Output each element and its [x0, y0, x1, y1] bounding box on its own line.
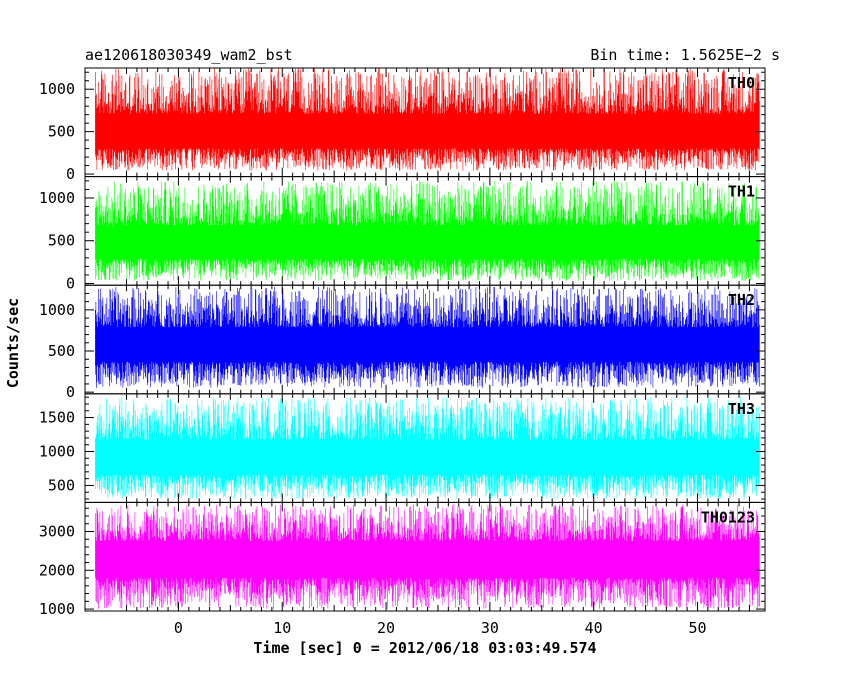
x-tick-label: 0	[174, 619, 183, 637]
series-th0-line	[95, 68, 760, 171]
x-tick-label: 50	[688, 619, 706, 637]
y-tick-label: 500	[48, 123, 75, 141]
y-tick-label: 3000	[39, 522, 75, 540]
y-axis-label: Counts/sec	[4, 298, 22, 388]
y-tick-label: 1000	[39, 301, 75, 319]
y-tick-label: 500	[48, 476, 75, 494]
chart-title: ae120618030349_wam2_bst	[85, 46, 293, 64]
panel-th0: 0 500 1000 TH0	[39, 67, 766, 183]
y-tick-label: 1000	[39, 80, 75, 98]
panel-label: TH3	[728, 400, 755, 418]
y-tick-label: 500	[48, 342, 75, 360]
y-tick-label: 0	[66, 383, 75, 401]
y-tick-label: 0	[66, 165, 75, 183]
y-tick-label: 1000	[39, 189, 75, 207]
series-th2-line	[95, 286, 760, 388]
panel-label: TH1	[728, 183, 755, 201]
y-tick-label: 500	[48, 232, 75, 250]
panel-th0123: 1000 2000 3000 TH0123 0 10 20 30 40 50	[39, 501, 766, 637]
panel-label: TH0	[728, 74, 755, 92]
x-axis-label: Time [sec] 0 = 2012/06/18 03:03:49.574	[253, 639, 596, 657]
bin-time-label: Bin time: 1.5625E−2 s	[590, 46, 780, 64]
panel-label: TH2	[728, 291, 755, 309]
y-tick-label: 0	[66, 274, 75, 292]
y-tick-label: 1000	[39, 600, 75, 618]
y-tick-label: 1000	[39, 442, 75, 460]
series-th0123-line	[95, 504, 760, 610]
series-th3-line	[95, 397, 760, 499]
panel-th2: 0 500 1000 TH2	[39, 284, 766, 401]
y-tick-label: 2000	[39, 561, 75, 579]
x-tick-label: 40	[585, 619, 603, 637]
y-tick-label: 1500	[39, 409, 75, 427]
x-tick-label: 20	[377, 619, 395, 637]
panel-frame	[84, 501, 766, 612]
series-th1-line	[95, 180, 760, 281]
x-tick-label: 10	[273, 619, 291, 637]
panel-th3: 500 1000 1500 TH3	[39, 393, 766, 503]
panel-label: TH0123	[701, 508, 755, 526]
panel-th1: 0 500 1000 TH1	[39, 176, 766, 292]
x-tick-label: 30	[481, 619, 499, 637]
